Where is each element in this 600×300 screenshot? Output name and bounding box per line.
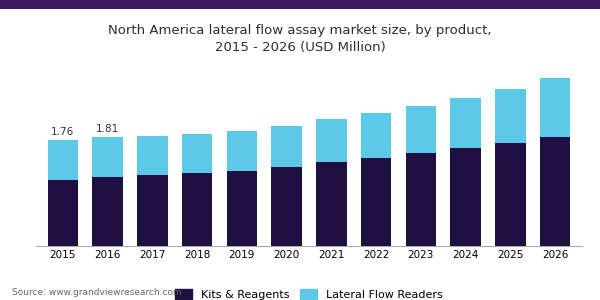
Bar	[47, 140, 78, 180]
Bar	[361, 158, 391, 246]
Bar	[227, 131, 257, 171]
Bar	[92, 137, 123, 177]
Text: Source: www.grandviewresearch.com: Source: www.grandviewresearch.com	[12, 288, 182, 297]
Bar	[406, 153, 436, 246]
Bar	[182, 134, 212, 173]
Text: 1.81: 1.81	[96, 124, 119, 134]
Bar	[137, 175, 167, 246]
Bar	[271, 167, 302, 246]
Bar	[540, 137, 571, 246]
Bar	[495, 143, 526, 246]
Bar	[47, 180, 78, 246]
Bar	[406, 106, 436, 153]
Bar	[137, 136, 167, 175]
Legend: Kits & Reagents, Lateral Flow Readers: Kits & Reagents, Lateral Flow Readers	[175, 290, 443, 300]
Text: 1.76: 1.76	[51, 128, 74, 137]
Bar	[451, 148, 481, 246]
Text: North America lateral flow assay market size, by product,
2015 - 2026 (USD Milli: North America lateral flow assay market …	[108, 24, 492, 54]
Bar	[361, 113, 391, 158]
Bar	[540, 78, 571, 137]
Bar	[316, 119, 347, 162]
Bar	[182, 173, 212, 246]
Bar	[495, 89, 526, 143]
Bar	[451, 98, 481, 148]
Bar	[271, 126, 302, 167]
Bar	[227, 171, 257, 246]
Bar	[316, 162, 347, 246]
Bar	[92, 177, 123, 246]
